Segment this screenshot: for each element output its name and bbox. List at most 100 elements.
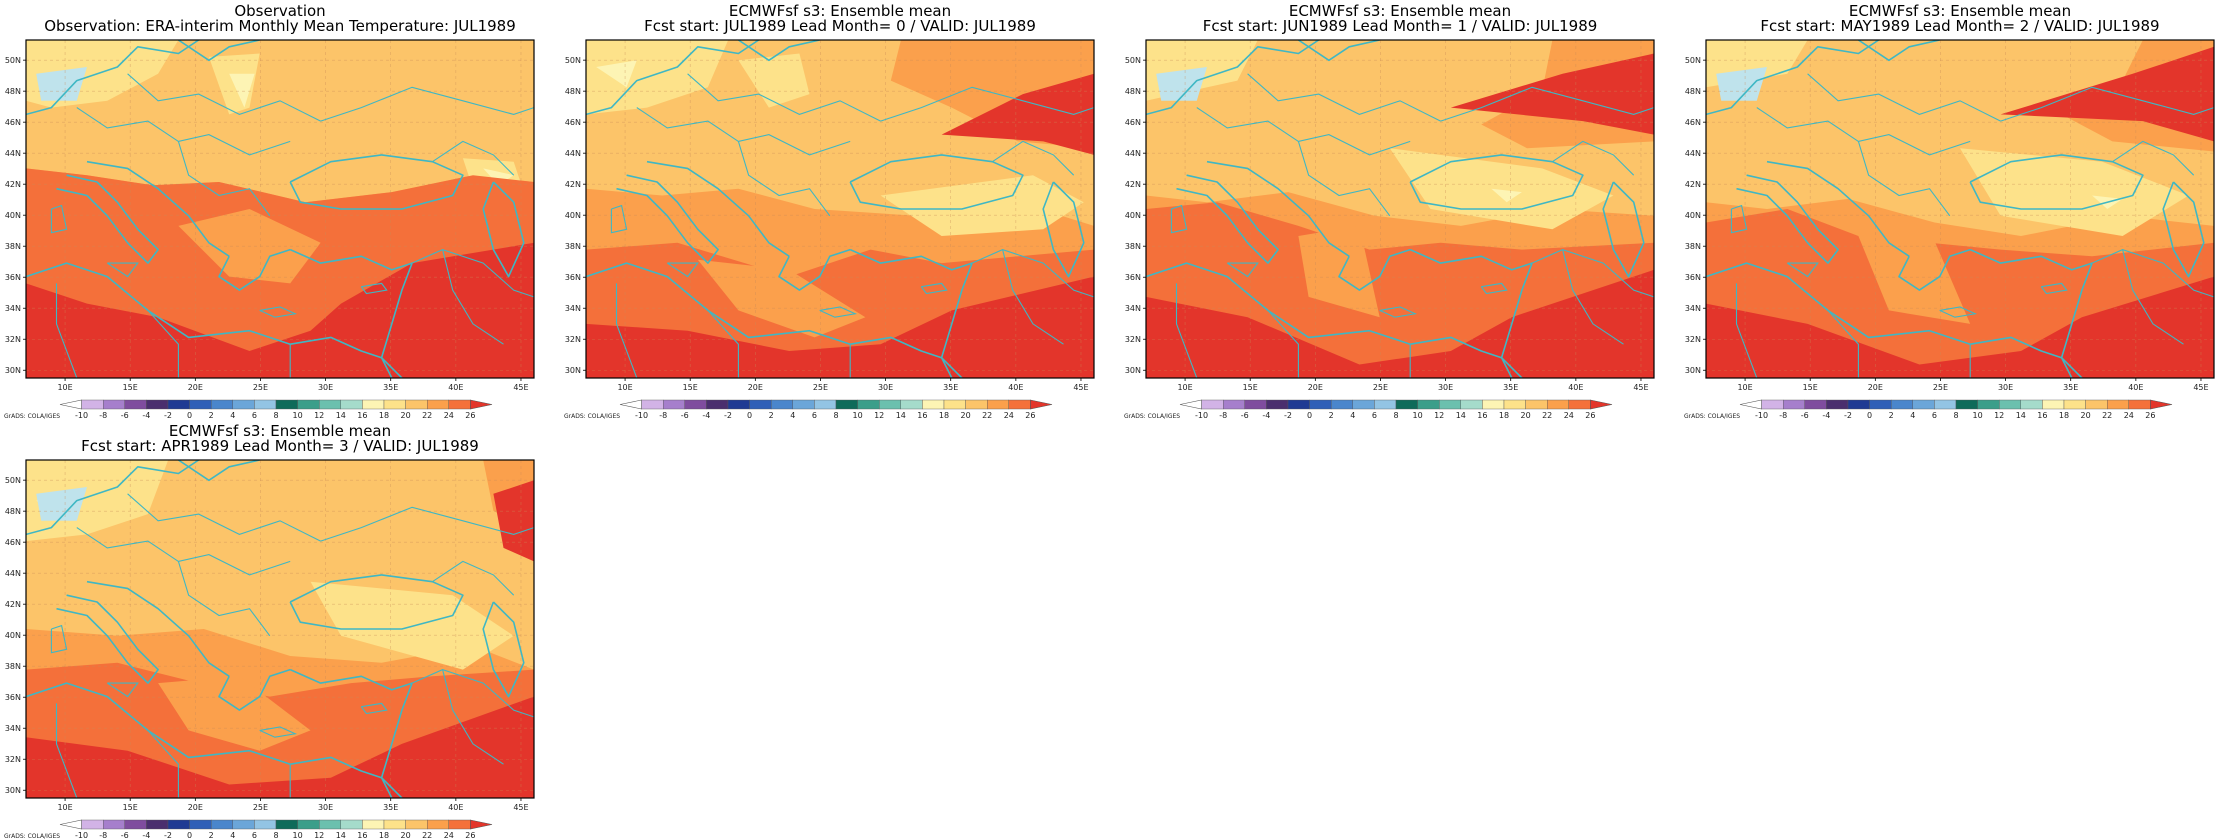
- colorbar-swatch: [81, 819, 104, 830]
- colorbar-label: 12: [874, 411, 884, 420]
- colorbar-swatch: [210, 819, 233, 830]
- lat-tick-label: 36N: [1125, 273, 1141, 282]
- lon-tick-label: 10E: [57, 803, 72, 812]
- border: [432, 560, 515, 596]
- coastline-levant: [380, 262, 413, 378]
- lat-tick-label: 44N: [1685, 149, 1701, 158]
- coastline-turkey: [1969, 248, 2093, 271]
- colorbar-label: -2: [164, 831, 172, 840]
- lon-tick-label: 45E: [2193, 383, 2208, 392]
- colorbar-arrow-right: [2150, 399, 2173, 410]
- coastline-africa: [26, 682, 382, 779]
- colorbar-swatch: [362, 399, 385, 410]
- colorbar-label: 4: [1910, 411, 1915, 420]
- coastline-greece: [218, 668, 291, 711]
- colorbar-label: 12: [1994, 411, 2004, 420]
- colorbar-label: 24: [1564, 411, 1574, 420]
- coastline-africa: [586, 262, 942, 359]
- colorbar-swatch: [1460, 399, 1483, 410]
- colorbar-swatch: [319, 399, 342, 410]
- temp-band-16: [483, 168, 514, 186]
- temp-band-20: [26, 40, 534, 203]
- lat-tick-label: 46N: [1125, 118, 1141, 127]
- colorbar-swatch: [1222, 399, 1245, 410]
- temp-band-26: [2000, 46, 2214, 142]
- lat-tick-label: 32N: [5, 335, 21, 344]
- colorbar-arrow-left: [619, 399, 642, 410]
- colorbar-swatch: [2107, 399, 2130, 410]
- lon-tick-label: 10E: [1177, 383, 1192, 392]
- colorbar-swatch: [662, 399, 685, 410]
- colorbar: -10 -8 -6 -4 -2 0 2 4 6 8 10 12 14 16 18 20 22 24 26: [619, 399, 1053, 420]
- coastline: [1146, 40, 1320, 116]
- colorbar-label: 8: [273, 411, 278, 420]
- colorbar-label: 6: [1372, 411, 1377, 420]
- lat-tick-label: 44N: [1125, 149, 1141, 158]
- coastline: [381, 777, 403, 798]
- border: [177, 141, 271, 217]
- lat-tick-label: 36N: [1685, 273, 1701, 282]
- coastline-caspian: [482, 601, 525, 698]
- colorbar-label: 10: [1973, 411, 1983, 420]
- colorbar-swatch: [1934, 399, 1957, 410]
- temp-band-16: [229, 73, 255, 108]
- island-cyprus: [2040, 282, 2068, 295]
- coastline-turkey: [289, 248, 413, 271]
- grads-credit: GrADS: COLA/IGES: [1684, 413, 1740, 420]
- lat-tick-label: 38N: [565, 242, 581, 251]
- border: [1552, 140, 1635, 176]
- colorbar-swatch: [2020, 399, 2043, 410]
- island-crete: [1939, 306, 1978, 318]
- panel-title: ECMWFsf s3: Ensemble mean: [1289, 2, 1511, 20]
- border: [432, 140, 515, 176]
- temperature-field: [26, 40, 534, 378]
- coastline: [26, 40, 200, 116]
- lat-tick-label: 42N: [1125, 180, 1141, 189]
- lon-tick-label: 25E: [253, 383, 268, 392]
- temp-band-22: [1858, 229, 1971, 324]
- coastline: [2061, 357, 2083, 378]
- lat-tick-label: 34N: [5, 724, 21, 733]
- coastline: [1857, 40, 1940, 62]
- colorbar-label: 22: [2102, 411, 2112, 420]
- lat-tick-label: 40N: [5, 211, 21, 220]
- colorbar-label: 20: [961, 411, 971, 420]
- coastline-greece: [218, 248, 291, 291]
- lon-tick-label: 15E: [123, 803, 138, 812]
- colorbar-swatch: [1890, 399, 1913, 410]
- temp-band-20: [586, 40, 1094, 226]
- lon-tick-label: 10E: [1737, 383, 1752, 392]
- lat-tick-label: 42N: [1685, 180, 1701, 189]
- coastline: [941, 357, 963, 378]
- colorbar-swatch: [232, 819, 255, 830]
- temp-band-22: [1298, 225, 1380, 318]
- colorbar-swatch: [102, 819, 125, 830]
- map-frame: [25, 459, 535, 799]
- lon-tick-label: 30E: [1438, 383, 1453, 392]
- colorbar-label: -6: [121, 411, 129, 420]
- colorbar-label: 22: [1542, 411, 1552, 420]
- colorbar-label: 16: [917, 411, 927, 420]
- temp-band-22: [158, 676, 311, 751]
- coastline-balkans: [86, 580, 230, 677]
- temp-band-18: [1960, 148, 2189, 236]
- border: [1735, 283, 1758, 378]
- colorbar-swatch: [275, 399, 298, 410]
- border: [1807, 73, 2001, 122]
- colorbar-swatch: [1352, 399, 1375, 410]
- colorbar-swatch: [427, 819, 450, 830]
- coastline-black-sea: [1969, 154, 2144, 210]
- colorbar-label: -8: [99, 831, 107, 840]
- border: [880, 86, 1094, 122]
- island-crete: [819, 306, 858, 318]
- border: [687, 73, 881, 122]
- colorbar-label: 18: [379, 831, 389, 840]
- colorbar-label: 0: [187, 831, 192, 840]
- lon-tick-label: 15E: [683, 383, 698, 392]
- colorbar-label: 0: [747, 411, 752, 420]
- lon-tick-label: 20E: [188, 803, 203, 812]
- lon-tick-label: 40E: [1008, 383, 1023, 392]
- coastline: [1706, 40, 1880, 116]
- colorbar-swatch: [2042, 399, 2065, 410]
- colorbar-swatch: [1782, 399, 1805, 410]
